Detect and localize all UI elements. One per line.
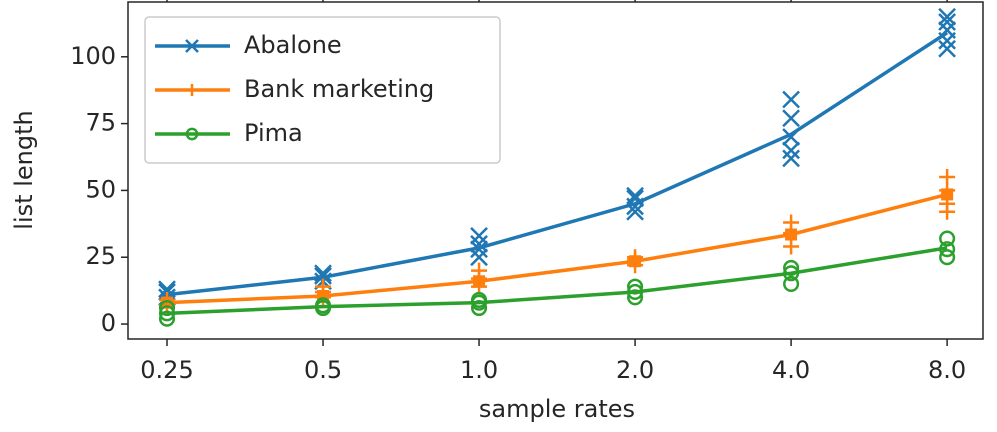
x-tick-label: 8.0: [928, 356, 966, 384]
x-tick-label: 0.25: [140, 356, 193, 384]
marker: [782, 90, 800, 109]
x-tick-label: 1.0: [460, 356, 498, 384]
legend-label: Bank marketing: [244, 75, 434, 103]
marker: [782, 141, 800, 160]
mean-marker: [941, 188, 954, 201]
series-line: [166, 246, 948, 316]
marker: [158, 299, 176, 317]
marker: [783, 214, 800, 231]
y-tick-label: 0: [101, 309, 116, 337]
marker: [185, 127, 199, 141]
legend: Abalone Bank marketing Pima: [144, 16, 501, 164]
marker: [470, 248, 488, 267]
y-tick-label: 75: [85, 109, 116, 137]
marker: [782, 149, 800, 168]
y-tick-label: 125: [70, 0, 116, 3]
marker: [938, 39, 956, 58]
marker: [783, 238, 800, 255]
marker: [186, 84, 198, 96]
mean-marker: [629, 255, 642, 268]
series-line: [166, 31, 949, 297]
marker: [939, 249, 956, 266]
mean-marker: [785, 228, 798, 241]
marker: [938, 13, 956, 31]
legend-label: Abalone: [244, 31, 342, 59]
y-tick-label: 50: [85, 175, 116, 203]
marker: [939, 230, 956, 247]
marker: [185, 39, 199, 53]
plot-frame: [127, 1, 984, 340]
legend-box: [144, 16, 501, 164]
marker: [782, 109, 800, 128]
marker: [939, 169, 956, 186]
mean-marker: [161, 296, 174, 309]
x-tick-label: 4.0: [772, 356, 810, 384]
marker: [938, 7, 956, 26]
marker: [783, 275, 800, 292]
series-line: [166, 192, 948, 305]
x-tick-label: 0.5: [304, 356, 342, 384]
y-axis-label: list length: [10, 110, 38, 229]
y-tick-label: 100: [70, 42, 116, 70]
x-axis-label: sample rates: [479, 395, 635, 423]
marker: [470, 226, 488, 245]
marker: [470, 291, 488, 309]
mean-marker: [473, 275, 486, 288]
y-tick-label: 25: [85, 242, 116, 270]
x-tick-label: 2.0: [616, 356, 654, 384]
legend-label: Pima: [244, 119, 303, 147]
